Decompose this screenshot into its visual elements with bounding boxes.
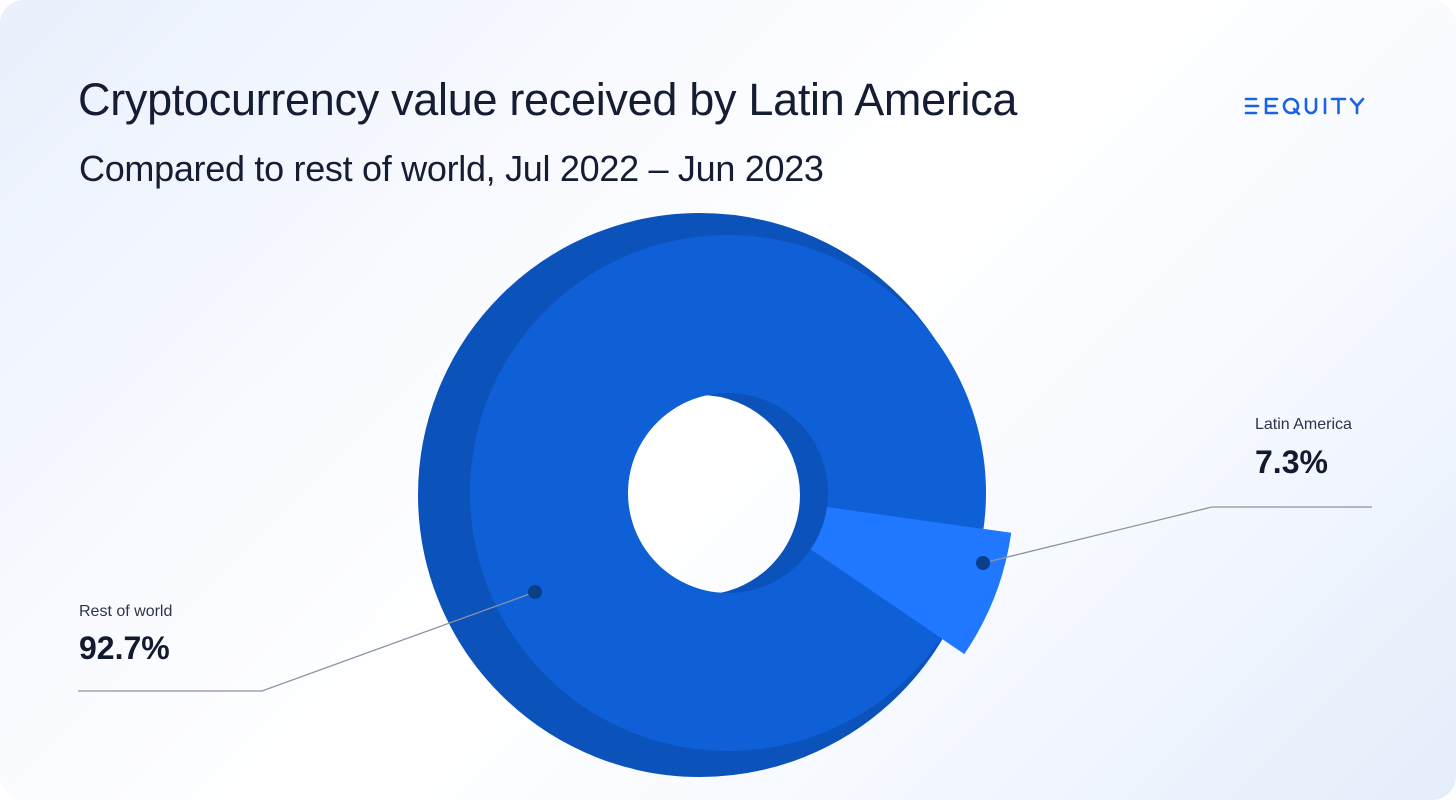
callout-latin-america-line [982, 506, 1372, 564]
chart-title: Cryptocurrency value received by Latin A… [78, 74, 1018, 125]
slice-latin-america [810, 506, 1012, 655]
chart-subtitle: Compared to rest of world, Jul 2022 – Ju… [79, 148, 824, 189]
slice-value-rest-of-world: 92.7% [79, 630, 170, 666]
dequity-logo [1244, 97, 1365, 116]
slice-label-latin-america: Latin America [1255, 416, 1352, 433]
slice-value-latin-america: 7.3% [1255, 444, 1328, 480]
callout-rest-of-world-dot [528, 585, 542, 599]
callout-latin-america-dot [976, 556, 990, 570]
callout-rest-of-world-line [78, 591, 536, 692]
slice-label-rest-of-world: Rest of world [79, 603, 173, 620]
slice-rest-of-world [469, 235, 986, 752]
callout-lines [78, 506, 1372, 692]
donut-slices [469, 235, 1012, 752]
